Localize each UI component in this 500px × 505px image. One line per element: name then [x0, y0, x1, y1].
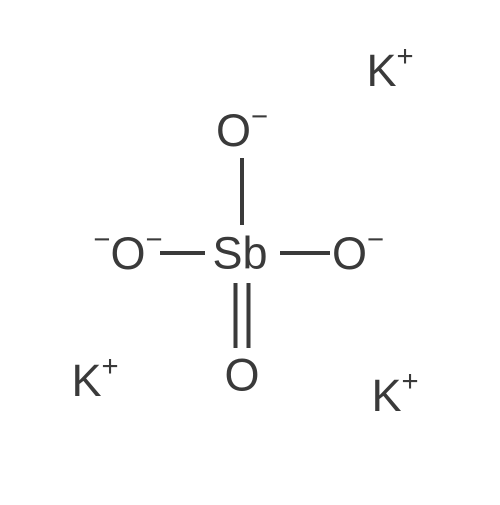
atom-sb: Sb [212, 231, 267, 276]
atom-label: O [224, 350, 259, 401]
chemical-structure: SbO−−O−O−OK+K+K+ [0, 0, 500, 500]
charge: + [101, 351, 118, 383]
atom-label: K [366, 45, 396, 96]
charge-pre: − [93, 224, 110, 256]
atom-label: K [371, 370, 401, 421]
atom-k_br: K+ [371, 372, 418, 418]
charge: + [401, 366, 418, 398]
atom-label: O [110, 228, 145, 279]
charge: − [146, 224, 163, 256]
charge: − [251, 101, 268, 133]
atom-o_left: −O− [93, 230, 162, 276]
atom-o_right: O− [332, 230, 384, 276]
atom-label: O [332, 228, 367, 279]
atom-o_top: O− [216, 107, 268, 153]
atom-label: K [71, 355, 101, 406]
atom-label: O [216, 105, 251, 156]
atom-o_bottom: O [224, 353, 259, 398]
charge: + [396, 41, 413, 73]
atom-label: Sb [212, 228, 267, 279]
atom-k_bl: K+ [71, 357, 118, 403]
atom-k_tr: K+ [366, 47, 413, 93]
charge: − [367, 224, 384, 256]
